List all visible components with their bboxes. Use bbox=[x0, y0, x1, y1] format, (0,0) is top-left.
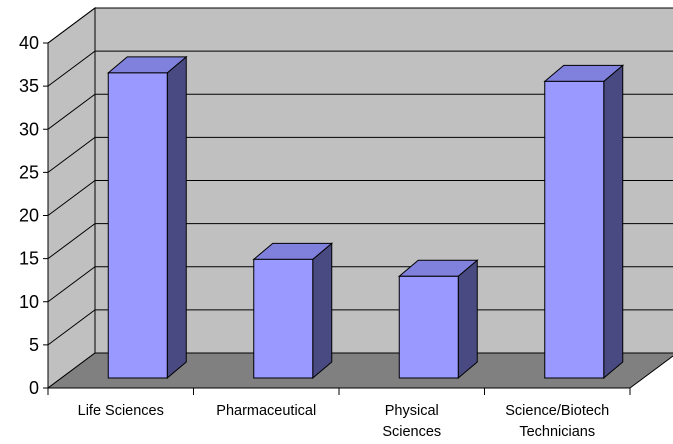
gridline bbox=[47, 7, 673, 44]
x-axis-tick-labels: Life Sciences Pharmaceutical Physical Scien… bbox=[78, 403, 610, 440]
gridline bbox=[47, 223, 673, 260]
y-tick-label: 25 bbox=[19, 162, 39, 182]
gridline bbox=[47, 136, 673, 173]
bar bbox=[543, 64, 625, 380]
bar bbox=[106, 55, 188, 380]
y-tick-label: 15 bbox=[19, 249, 39, 269]
gridline bbox=[47, 266, 673, 303]
x-tick-label: Sciences bbox=[382, 424, 441, 440]
x-tick-label: Technicians bbox=[519, 424, 595, 440]
gridline bbox=[47, 93, 673, 130]
y-tick-label: 20 bbox=[19, 206, 39, 226]
bar-side bbox=[457, 259, 478, 380]
gridline bbox=[47, 180, 673, 216]
bar-side bbox=[166, 55, 187, 380]
y-tick-label: 35 bbox=[19, 76, 39, 96]
x-tick-label: Pharmaceutical bbox=[216, 403, 316, 419]
x-tick-label: Science/Biotech bbox=[505, 403, 609, 419]
bar-front bbox=[398, 275, 459, 379]
bars bbox=[106, 55, 625, 380]
bar-side bbox=[312, 242, 333, 380]
bar-front bbox=[107, 72, 168, 379]
gridlines bbox=[47, 7, 673, 346]
x-tick-label: Physical bbox=[385, 403, 439, 419]
y-tick-label: 40 bbox=[19, 33, 39, 53]
y-tick-label: 0 bbox=[29, 378, 39, 398]
y-tick-label: 30 bbox=[19, 119, 39, 139]
bar bbox=[252, 242, 334, 380]
bar-side bbox=[603, 64, 624, 380]
bar bbox=[397, 259, 479, 380]
gridline bbox=[47, 50, 673, 87]
gridline bbox=[47, 309, 673, 346]
y-axis-tick-labels: 0 5 10 15 20 25 30 35 40 bbox=[19, 33, 39, 398]
y-tick-label: 10 bbox=[19, 292, 39, 312]
bar-front bbox=[544, 80, 605, 379]
x-tick-label: Life Sciences bbox=[78, 403, 164, 419]
bar-front bbox=[253, 258, 314, 379]
axes bbox=[43, 42, 631, 395]
y-tick-label: 5 bbox=[29, 335, 39, 355]
